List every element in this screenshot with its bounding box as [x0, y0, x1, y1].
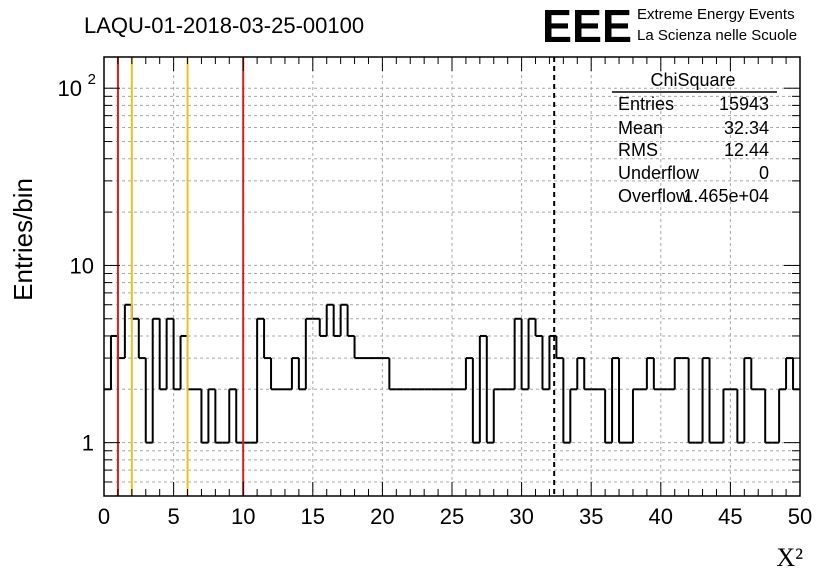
- eee-logo-mark: EEE: [542, 0, 632, 52]
- histogram-bins: [104, 303, 800, 444]
- stats-title: ChiSquare: [650, 70, 735, 90]
- x-tick-label: 50: [788, 504, 812, 529]
- y-tick-label: 10: [70, 253, 94, 278]
- x-tick-label: 35: [579, 504, 603, 529]
- marker-lines: [116, 57, 556, 496]
- x-tick-label: 10: [231, 504, 255, 529]
- stats-label-rms: RMS: [618, 140, 658, 160]
- y-tick-label: 1: [82, 431, 94, 456]
- x-tick-label: 0: [98, 504, 110, 529]
- stats-label-overflow: Overflow: [618, 186, 690, 206]
- x-tick-label: 40: [649, 504, 673, 529]
- eee-logo-line1: Extreme Energy Events: [637, 6, 795, 23]
- axes: [103, 56, 801, 497]
- grid-lines: [103, 57, 801, 497]
- x-tick-label: 20: [370, 504, 394, 529]
- x-tick-label: 5: [167, 504, 179, 529]
- y-tick-label: 10: [58, 76, 82, 101]
- stats-value-rms: 12.44: [724, 140, 769, 160]
- x-tick-label: 45: [718, 504, 742, 529]
- stats-label-underflow: Underflow: [618, 163, 700, 183]
- stats-value-underflow: 0: [759, 163, 769, 183]
- x-tick-label: 25: [440, 504, 464, 529]
- tick-labels: 0 5 10 15 20 25 30 35 40 45 50 1 10 10 2: [58, 71, 813, 529]
- y-tick-label-exponent: 2: [88, 71, 96, 88]
- eee-logo-line2: La Scienza nelle Scuole: [637, 27, 797, 44]
- stats-label-entries: Entries: [618, 94, 674, 114]
- stats-label-mean: Mean: [618, 118, 663, 138]
- run-title: LAQU-01-2018-03-25-00100: [84, 13, 364, 38]
- x-axis-label: X²: [776, 543, 803, 572]
- stats-value-entries: 15943: [719, 94, 769, 114]
- stats-value-overflow: 1.465e+04: [683, 186, 769, 206]
- y-axis-label: Entries/bin: [8, 178, 38, 301]
- x-tick-label: 30: [509, 504, 533, 529]
- stats-value-mean: 32.34: [724, 118, 769, 138]
- x-tick-label: 15: [301, 504, 325, 529]
- stats-box: ChiSquare Entries 15943 Mean 32.34 RMS 1…: [612, 70, 777, 206]
- eee-logo: EEE Extreme Energy Events La Scienza nel…: [542, 0, 797, 52]
